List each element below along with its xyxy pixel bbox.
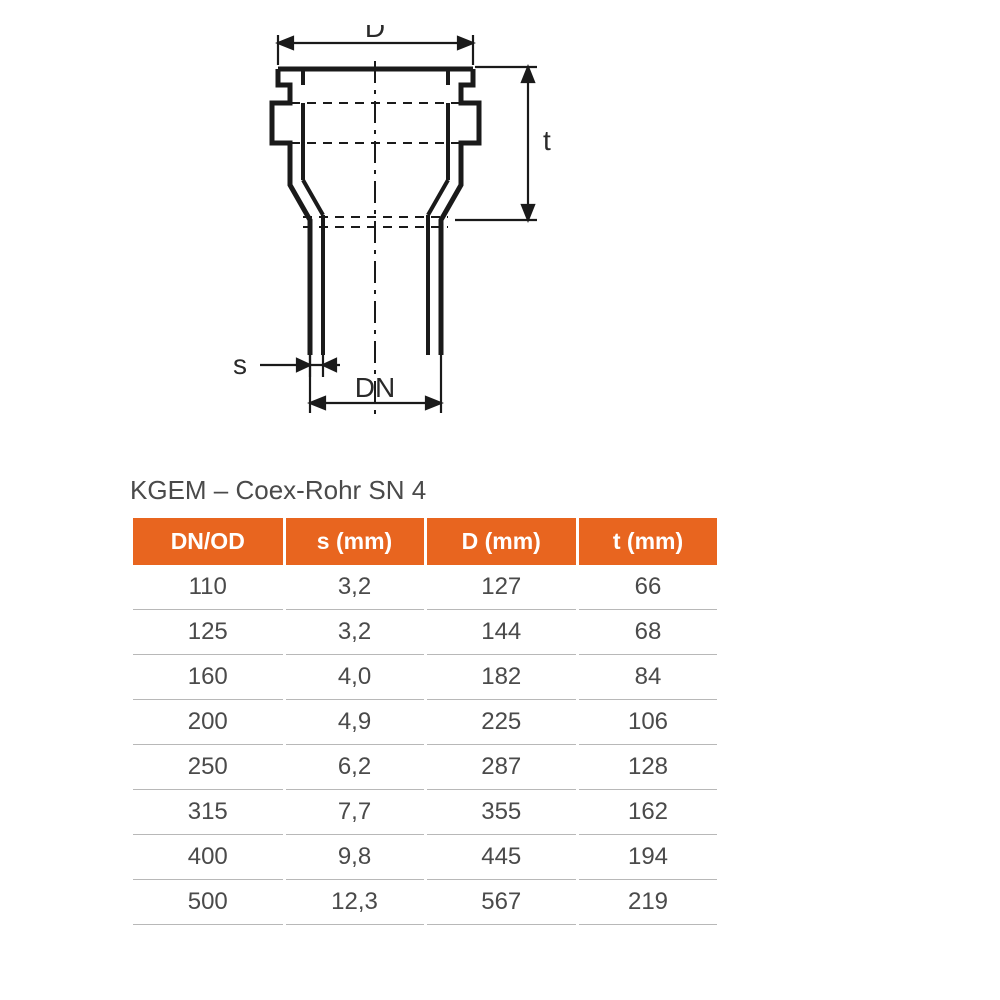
cell: 445 (427, 835, 577, 880)
spec-table: DN/OD s (mm) D (mm) t (mm) 110 3,2 127 6… (130, 518, 720, 925)
col-header-dnod: DN/OD (133, 518, 283, 565)
dim-label-D: D (365, 25, 385, 43)
pipe-diagram: D t (175, 25, 635, 435)
cell: 287 (427, 745, 577, 790)
col-header-D: D (mm) (427, 518, 577, 565)
cell: 128 (579, 745, 717, 790)
cell: 12,3 (286, 880, 424, 925)
cell: 4,0 (286, 655, 424, 700)
table-row: 250 6,2 287 128 (133, 745, 717, 790)
cell: 160 (133, 655, 283, 700)
table-row: 500 12,3 567 219 (133, 880, 717, 925)
cell: 219 (579, 880, 717, 925)
table-body: 110 3,2 127 66 125 3,2 144 68 160 4,0 18… (133, 565, 717, 925)
cell: 400 (133, 835, 283, 880)
cell: 68 (579, 610, 717, 655)
cell: 9,8 (286, 835, 424, 880)
cell: 84 (579, 655, 717, 700)
dim-label-t: t (543, 125, 551, 156)
table-row: 400 9,8 445 194 (133, 835, 717, 880)
cell: 6,2 (286, 745, 424, 790)
cell: 4,9 (286, 700, 424, 745)
cell: 106 (579, 700, 717, 745)
cell: 66 (579, 565, 717, 610)
col-header-s: s (mm) (286, 518, 424, 565)
dim-label-s: s (233, 349, 247, 380)
cell: 127 (427, 565, 577, 610)
cell: 200 (133, 700, 283, 745)
cell: 182 (427, 655, 577, 700)
table-row: 125 3,2 144 68 (133, 610, 717, 655)
spec-table-container: KGEM – Coex-Rohr SN 4 DN/OD s (mm) D (mm… (130, 475, 720, 925)
col-header-t: t (mm) (579, 518, 717, 565)
dim-label-DN: DN (355, 372, 395, 403)
table-row: 200 4,9 225 106 (133, 700, 717, 745)
cell: 162 (579, 790, 717, 835)
table-row: 110 3,2 127 66 (133, 565, 717, 610)
cell: 3,2 (286, 610, 424, 655)
table-row: 160 4,0 182 84 (133, 655, 717, 700)
cell: 567 (427, 880, 577, 925)
cell: 144 (427, 610, 577, 655)
table-header-row: DN/OD s (mm) D (mm) t (mm) (133, 518, 717, 565)
cell: 194 (579, 835, 717, 880)
table-title: KGEM – Coex-Rohr SN 4 (130, 475, 720, 506)
cell: 225 (427, 700, 577, 745)
cell: 500 (133, 880, 283, 925)
cell: 7,7 (286, 790, 424, 835)
cell: 3,2 (286, 565, 424, 610)
cell: 125 (133, 610, 283, 655)
table-row: 315 7,7 355 162 (133, 790, 717, 835)
cell: 315 (133, 790, 283, 835)
cell: 355 (427, 790, 577, 835)
cell: 110 (133, 565, 283, 610)
cell: 250 (133, 745, 283, 790)
